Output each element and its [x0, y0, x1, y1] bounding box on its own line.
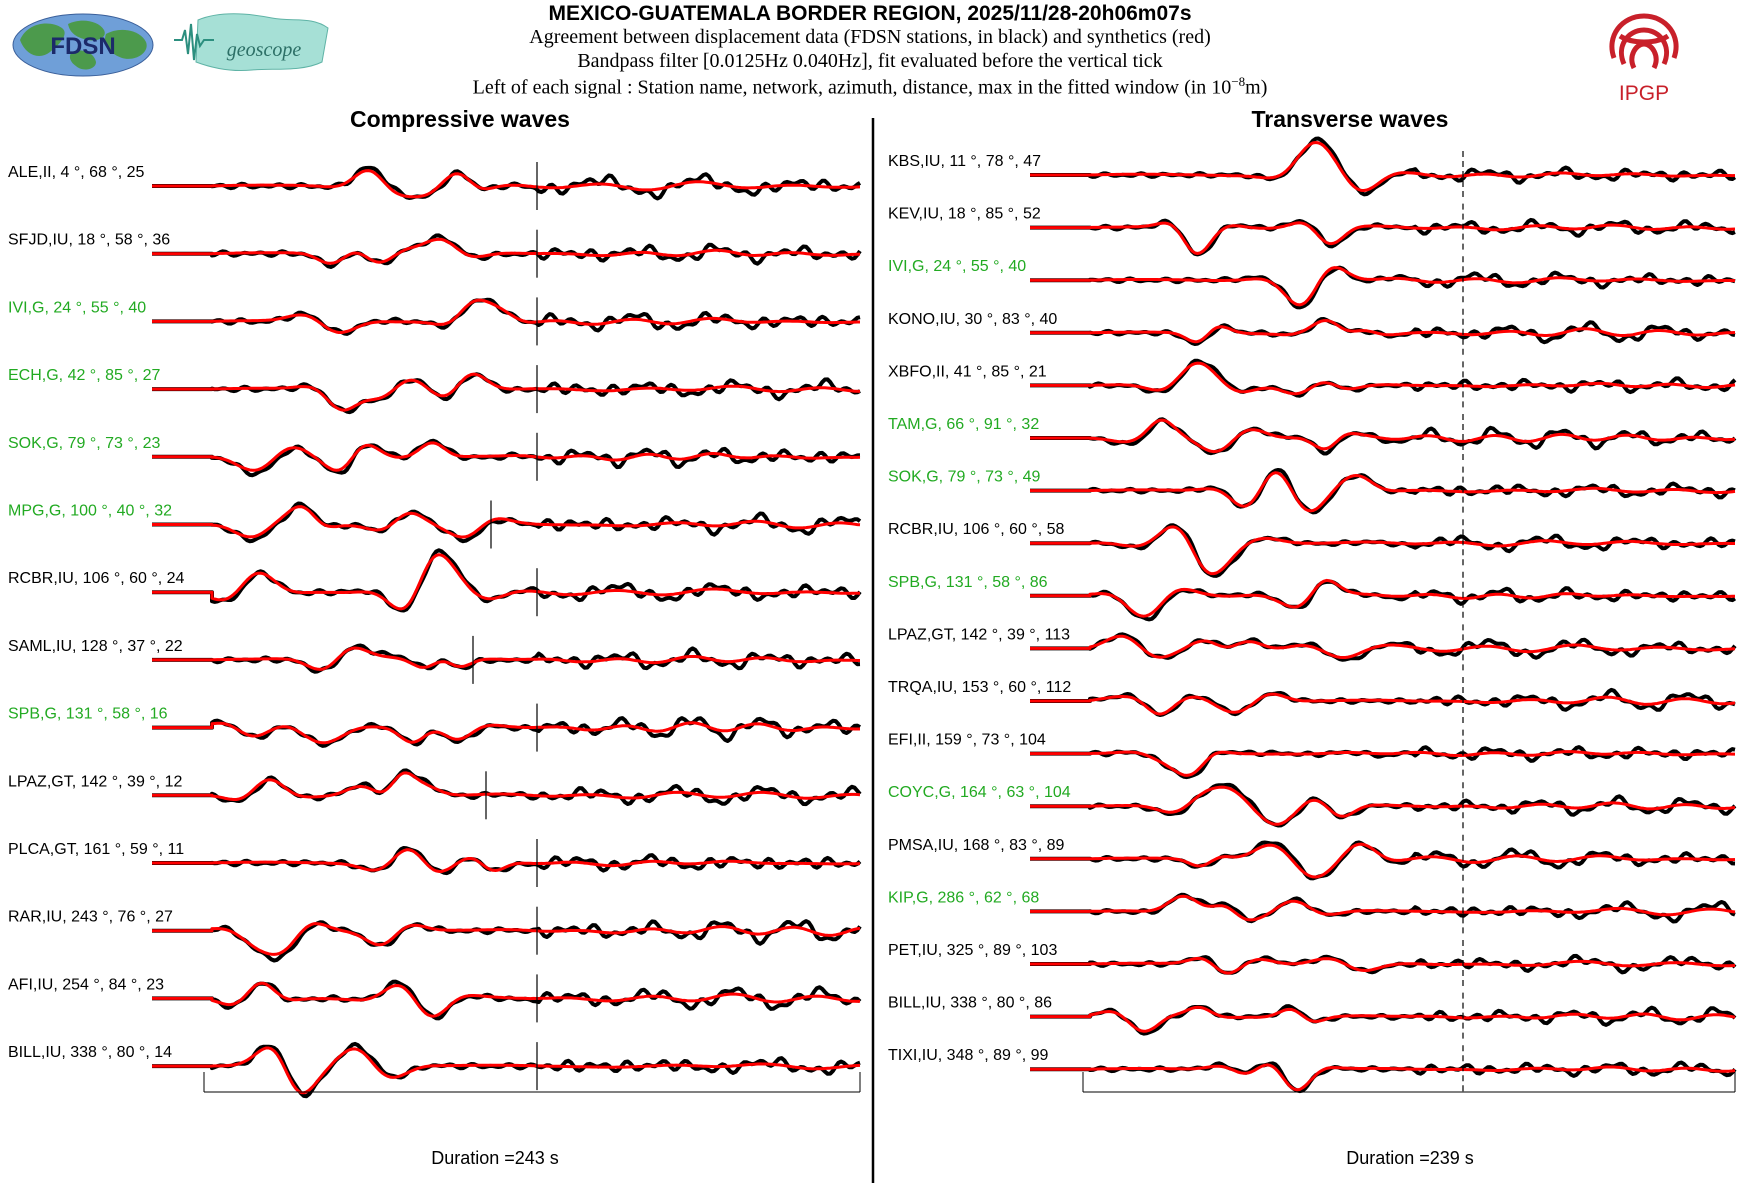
transverse-data-trace [1030, 523, 1736, 578]
transverse-synthetic-trace [1030, 221, 1736, 255]
transverse-station-label: BILL,IU, 338 °, 80 °, 86 [888, 995, 1052, 1012]
compressive-title: Compressive waves [350, 106, 570, 132]
transverse-station-label: TIXI,IU, 348 °, 89 °, 99 [888, 1047, 1049, 1064]
transverse-duration-label: Duration =239 s [1346, 1148, 1474, 1168]
subtitle-3-suffix: m) [1245, 76, 1268, 99]
subtitle-3-exponent: −8 [1231, 74, 1246, 89]
transverse-data-trace [1030, 358, 1737, 398]
transverse-station-label: EFI,II, 159 °, 73 °, 104 [888, 732, 1046, 749]
figure-subtitle-3: Left of each signal : Station name, netw… [0, 74, 1740, 100]
transverse-station-label: KONO,IU, 30 °, 83 °, 40 [888, 311, 1057, 328]
geoscope-logo-text: geoscope [227, 39, 302, 61]
transverse-synthetic-trace [1030, 578, 1735, 618]
transverse-synthetic-trace [1030, 1005, 1736, 1033]
transverse-station-label: LPAZ,GT, 142 °, 39 °, 113 [888, 626, 1070, 643]
compressive-synthetic-trace [152, 1046, 861, 1095]
transverse-data-trace [1030, 1060, 1737, 1094]
transverse-station-label: COYC,G, 164 °, 63 °, 104 [888, 784, 1071, 801]
transverse-station-label: SOK,G, 79 °, 73 °, 49 [888, 469, 1041, 486]
transverse-synthetic-trace [1030, 1063, 1736, 1092]
transverse-synthetic-trace [1030, 266, 1736, 307]
transverse-synthetic-trace [1030, 785, 1736, 826]
transverse-station-label: KBS,IU, 11 °, 78 °, 47 [888, 153, 1041, 170]
transverse-station-label: IVI,G, 24 °, 55 °, 40 [888, 258, 1026, 275]
compressive-station-label: SFJD,IU, 18 °, 58 °, 36 [8, 232, 170, 249]
compressive-synthetic-trace [152, 721, 860, 745]
compressive-station-label: MPG,G, 100 °, 40 °, 32 [8, 503, 172, 520]
fdsn-logo-text: FDSN [50, 33, 115, 60]
compressive-synthetic-trace [152, 922, 861, 956]
compressive-station-label: SPB,G, 131 °, 58 °, 16 [8, 706, 168, 723]
transverse-synthetic-trace [1030, 361, 1736, 396]
fdsn-logo: FDSN [10, 12, 156, 78]
subtitle-3-prefix: Left of each signal : Station name, netw… [472, 76, 1232, 99]
ipgp-logo: IPGP [1598, 6, 1690, 108]
compressive-data-trace [152, 846, 862, 876]
compressive-synthetic-trace [152, 169, 861, 199]
transverse-synthetic-trace [1030, 141, 1736, 192]
compressive-synthetic-trace [152, 646, 860, 671]
transverse-synthetic-trace [1030, 634, 1736, 659]
compressive-data-trace [152, 297, 861, 336]
compressive-data-trace [152, 979, 862, 1021]
compressive-synthetic-trace [152, 441, 861, 472]
transverse-synthetic-trace [1030, 894, 1736, 922]
compressive-data-trace [152, 372, 861, 415]
compressive-synthetic-trace [152, 981, 861, 1018]
compressive-synthetic-trace [152, 553, 861, 611]
compressive-station-label: ECH,G, 42 °, 85 °, 27 [8, 367, 161, 384]
transverse-synthetic-trace [1030, 525, 1735, 576]
compressive-station-label: AFI,IU, 254 °, 84 °, 23 [8, 976, 164, 993]
transverse-synthetic-trace [1030, 471, 1736, 513]
compressive-synthetic-trace [152, 298, 860, 334]
transverse-synthetic-trace [1030, 956, 1736, 975]
transverse-data-trace [1030, 136, 1737, 197]
compressive-data-trace [152, 919, 862, 963]
compressive-data-trace [152, 233, 862, 269]
transverse-station-label: PET,IU, 325 °, 89 °, 103 [888, 942, 1057, 959]
transverse-synthetic-trace [1030, 692, 1736, 716]
transverse-station-label: PMSA,IU, 168 °, 83 °, 89 [888, 837, 1065, 854]
compressive-station-label: BILL,IU, 338 °, 80 °, 14 [8, 1044, 172, 1061]
transverse-station-label: XBFO,II, 41 °, 85 °, 21 [888, 363, 1047, 380]
compressive-synthetic-trace [152, 505, 861, 539]
transverse-station-label: KIP,G, 286 °, 62 °, 68 [888, 889, 1039, 906]
compressive-station-label: SOK,G, 79 °, 73 °, 23 [8, 435, 161, 452]
transverse-title: Transverse waves [1251, 106, 1449, 132]
compressive-data-trace [152, 548, 862, 613]
transverse-station-label: KEV,IU, 18 °, 85 °, 52 [888, 206, 1041, 223]
compressive-station-label: RCBR,IU, 106 °, 60 °, 24 [8, 570, 185, 587]
compressive-synthetic-trace [152, 237, 861, 265]
compressive-data-trace [152, 716, 861, 748]
transverse-station-label: TRQA,IU, 153 °, 60 °, 112 [888, 679, 1071, 696]
transverse-synthetic-trace [1030, 842, 1736, 879]
transverse-synthetic-trace [1030, 750, 1735, 777]
geoscope-logo: geoscope [172, 10, 332, 78]
compressive-station-label: ALE,II, 4 °, 68 °, 25 [8, 164, 145, 181]
compressive-synthetic-trace [152, 848, 861, 873]
transverse-synthetic-trace [1030, 319, 1736, 344]
figure-subtitle-2: Bandpass filter [0.0125Hz 0.040Hz], fit … [577, 50, 1163, 72]
compressive-station-label: PLCA,GT, 161 °, 59 °, 11 [8, 841, 184, 858]
compressive-station-label: LPAZ,GT, 142 °, 39 °, 12 [8, 773, 182, 790]
compressive-synthetic-trace [152, 771, 861, 801]
ipgp-logo-text: IPGP [1619, 82, 1669, 105]
figure-title: MEXICO-GUATEMALA BORDER REGION, 2025/11/… [548, 2, 1192, 25]
figure-subtitle-1: Agreement between displacement data (FDS… [529, 26, 1211, 48]
compressive-station-label: RAR,IU, 243 °, 76 °, 27 [8, 909, 173, 926]
compressive-duration-label: Duration =243 s [431, 1148, 559, 1168]
compressive-synthetic-trace [152, 372, 861, 412]
compressive-data-trace [152, 165, 862, 201]
transverse-station-label: TAM,G, 66 °, 91 °, 32 [888, 416, 1039, 433]
transverse-data-trace [1030, 265, 1736, 310]
compressive-station-label: SAML,IU, 128 °, 37 °, 22 [8, 638, 183, 655]
transverse-synthetic-trace [1030, 418, 1736, 454]
transverse-station-label: SPB,G, 131 °, 58 °, 86 [888, 574, 1048, 591]
compressive-station-label: IVI,G, 24 °, 55 °, 40 [8, 299, 146, 316]
transverse-station-label: RCBR,IU, 106 °, 60 °, 58 [888, 521, 1065, 538]
